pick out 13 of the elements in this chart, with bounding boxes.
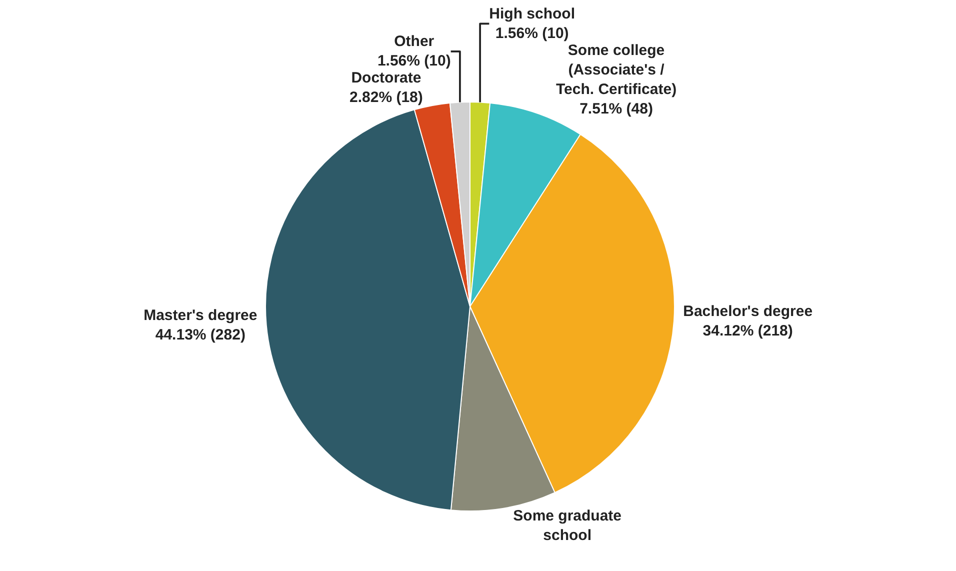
slice-label: Master's degree [144,306,258,324]
slice-label: Bachelor's degree [683,302,813,320]
slice-label: Some graduate school [513,508,622,544]
data-label: 2.82% (18) [350,89,423,106]
slice-label: Doctorate [351,70,422,87]
data-label: 1.56% (10) [495,24,569,42]
slice-label: High school [489,5,576,22]
slice-label: Some college (Associate's / Tech. Certificate) [556,42,677,98]
data-label: 34.12% (218) [702,322,793,340]
data-label: 1.56% (10) [377,52,451,70]
data-label: 44.13% (282) [155,326,246,344]
data-label: 7.51% (48) [580,100,653,118]
slice-label: Other [394,33,434,50]
